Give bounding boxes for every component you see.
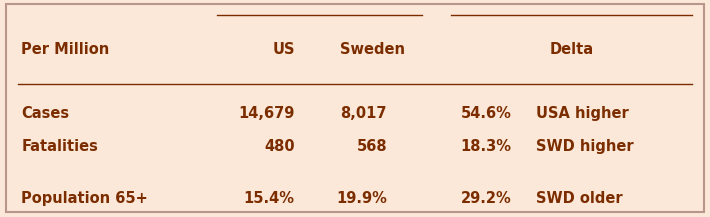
Text: SWD older: SWD older [536,191,623,206]
Text: Cases: Cases [21,106,70,122]
Text: Fatalities: Fatalities [21,139,98,154]
Text: 19.9%: 19.9% [336,191,387,206]
Text: 18.3%: 18.3% [460,139,511,154]
Text: US: US [273,42,295,58]
Text: Per Million: Per Million [21,42,109,58]
Text: 8,017: 8,017 [341,106,387,122]
FancyBboxPatch shape [6,4,704,212]
Text: 54.6%: 54.6% [460,106,511,122]
Text: SWD higher: SWD higher [536,139,633,154]
Text: 480: 480 [264,139,295,154]
Text: Population 65+: Population 65+ [21,191,148,206]
Text: USA higher: USA higher [536,106,629,122]
Text: 14,679: 14,679 [239,106,295,122]
Text: Delta: Delta [550,42,594,58]
Text: Sweden: Sweden [340,42,405,58]
Text: 15.4%: 15.4% [244,191,295,206]
Text: 568: 568 [356,139,387,154]
Text: 29.2%: 29.2% [461,191,511,206]
